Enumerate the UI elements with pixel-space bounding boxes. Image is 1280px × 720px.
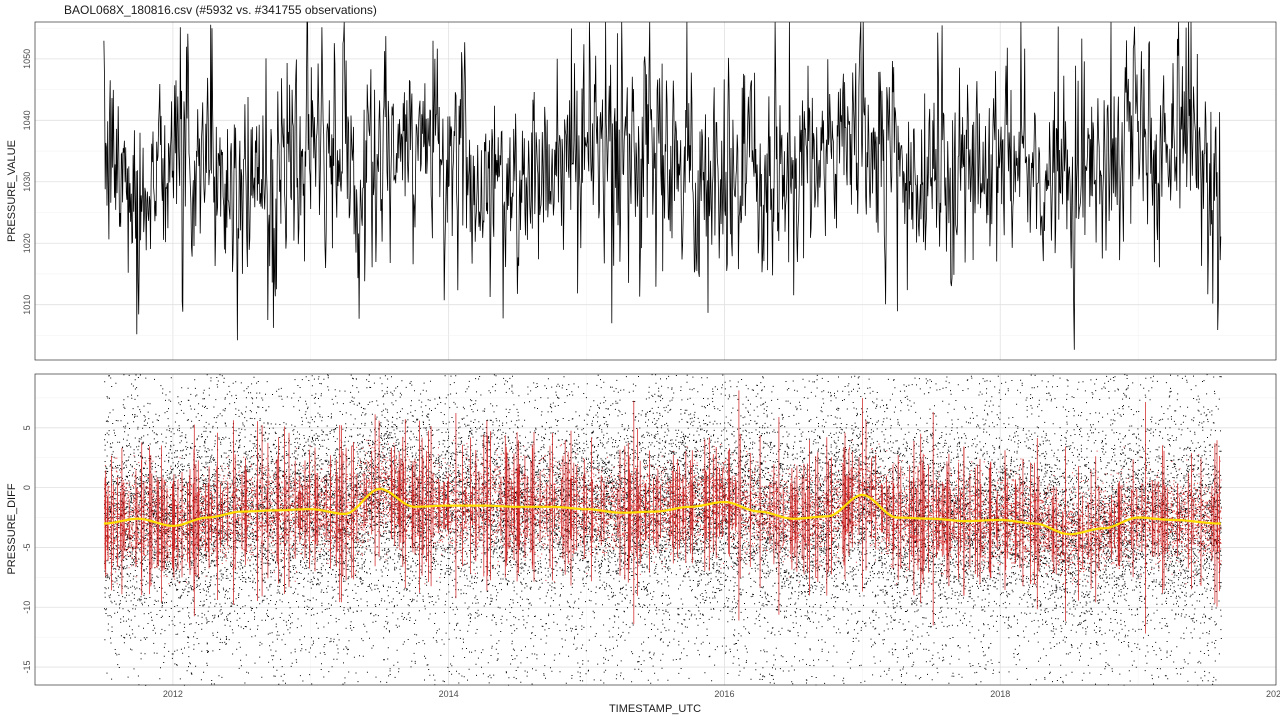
bottom-y-tick-label: 0 xyxy=(22,485,32,490)
black-point-cloud xyxy=(104,374,1222,686)
pressure-diff-black-points xyxy=(104,374,1222,686)
bottom-y-tick-label: -5 xyxy=(22,543,32,551)
x-tick-label: 2016 xyxy=(714,689,734,699)
bottom-y-tick-label: -10 xyxy=(22,601,32,614)
bottom-y-axis-title: PRESSURE_DIFF xyxy=(6,483,18,574)
pressure-diff-panel: -15 -10 -5 0 5 2012 2014 2016 2018 2020 xyxy=(22,373,1280,699)
x-tick-label: 2012 xyxy=(163,689,183,699)
pressure-value-series xyxy=(103,21,1222,350)
x-tick-label: 2014 xyxy=(439,689,459,699)
bottom-panel-border xyxy=(34,373,1277,686)
pressure-value-line xyxy=(103,21,1222,350)
top-y-tick-label: 1050 xyxy=(22,49,32,69)
x-tick-label: 2020 xyxy=(1266,689,1280,699)
top-y-tick-label: 1040 xyxy=(22,110,32,130)
x-tick-labels: 2012 2014 2016 2018 2020 xyxy=(163,689,1280,699)
top-y-tick-label: 1030 xyxy=(22,172,32,192)
top-y-tick-labels: 1010 1020 1030 1040 1050 xyxy=(22,49,32,315)
bottom-y-tick-label: -15 xyxy=(22,661,32,674)
top-y-axis-title: PRESSURE_VALUE xyxy=(6,140,18,242)
pressure-value-panel: 1010 1020 1030 1040 1050 xyxy=(22,21,1277,361)
bottom-y-tick-label: 5 xyxy=(22,425,32,430)
top-y-tick-label: 1020 xyxy=(22,233,32,253)
smoothed-trend-line xyxy=(103,487,1221,536)
x-tick-label: 2018 xyxy=(990,689,1010,699)
top-y-tick-label: 1010 xyxy=(22,295,32,315)
chart-title: BAOL068X_180816.csv (#5932 vs. #341755 o… xyxy=(64,3,377,17)
bottom-y-tick-labels: -15 -10 -5 0 5 xyxy=(22,425,32,673)
x-axis-title: TIMESTAMP_UTC xyxy=(609,703,701,715)
top-panel-border xyxy=(34,21,1277,361)
